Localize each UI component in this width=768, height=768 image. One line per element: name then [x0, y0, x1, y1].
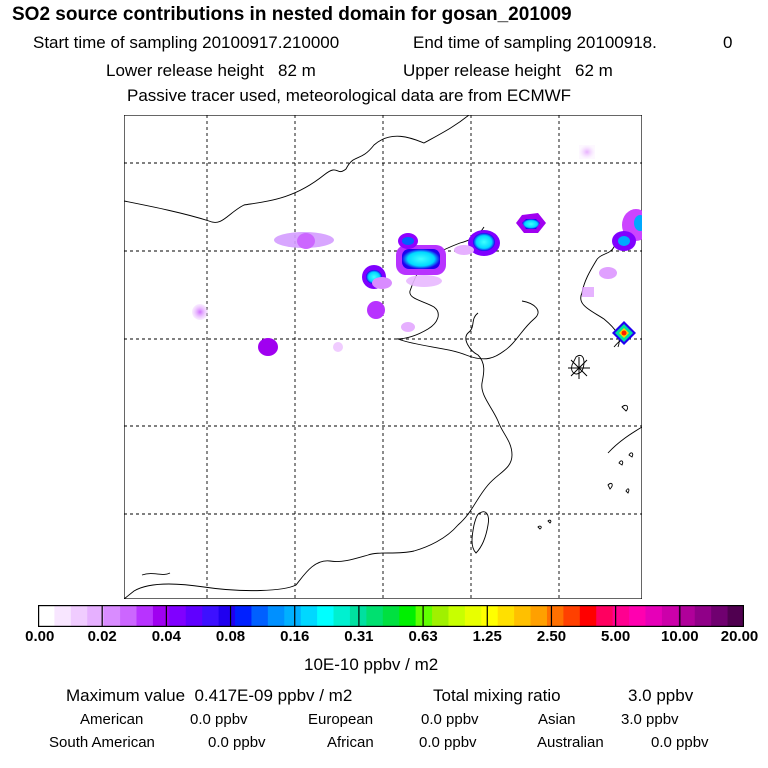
colorbar-tick-label: 0.00 — [25, 628, 55, 645]
total-mixing-value: 3.0 ppbv — [628, 686, 694, 705]
region-value-south-american: 0.0 ppbv — [208, 734, 266, 751]
region-name-african: African — [327, 734, 374, 751]
region-name-american: American — [80, 711, 144, 728]
colorbar-tick-label: 10.00 — [661, 628, 699, 645]
grid-lines — [124, 115, 642, 599]
colorbar-cell — [448, 605, 466, 627]
colorbar-cell — [415, 605, 433, 627]
colorbar-cell — [169, 605, 187, 627]
colorbar-cell — [497, 605, 515, 627]
colorbar-tick-label: 0.16 — [280, 628, 310, 645]
plume-henan — [258, 338, 278, 356]
region-name-asian: Asian — [538, 711, 576, 728]
colorbar-unit-label: 10E-10 ppbv / m2 — [304, 655, 439, 674]
total-mixing-label: Total mixing ratio — [433, 686, 561, 705]
start-time-label: Start time of sampling 20100917.210000 — [33, 33, 340, 52]
region-value-american: 0.0 ppbv — [190, 711, 248, 728]
colorbar-cell — [333, 605, 351, 627]
region-value-australian: 0.0 ppbv — [651, 734, 709, 751]
colorbar-cell — [727, 605, 744, 627]
colorbar-cell — [464, 605, 482, 627]
colorbar-tick-label: 0.63 — [408, 628, 438, 645]
colorbar-cell — [382, 605, 400, 627]
colorbar-cell — [235, 605, 253, 627]
colorbar — [38, 605, 744, 627]
colorbar-cell — [38, 605, 56, 627]
chart-title: SO2 source contributions in nested domai… — [12, 4, 572, 25]
colorbar-tick-label: 20.00 — [720, 628, 759, 645]
colorbar-cell — [678, 605, 696, 627]
region-value-african: 0.0 ppbv — [419, 734, 477, 751]
plume-hebei — [367, 301, 385, 319]
colorbar-cell — [251, 605, 269, 627]
colorbar-cell — [645, 605, 663, 627]
region-name-european: European — [308, 711, 374, 728]
colorbar-cell — [284, 605, 302, 627]
colorbar-tick-label: 1.25 — [472, 628, 502, 645]
colorbar-cell — [579, 605, 597, 627]
colorbar-cell — [267, 605, 285, 627]
colorbar-cell — [218, 605, 236, 627]
colorbar-cell — [300, 605, 318, 627]
region-name-australian: Australian — [537, 734, 604, 751]
colorbar-cell — [530, 605, 548, 627]
map-plot — [124, 115, 642, 599]
colorbar-cell — [152, 605, 170, 627]
colorbar-cell — [54, 605, 72, 627]
colorbar-tick-label: 0.04 — [151, 628, 181, 645]
colorbar-cell — [87, 605, 105, 627]
end-time-suffix: 0 — [723, 33, 733, 52]
upper-release-label: Upper release height 62 m — [403, 61, 613, 80]
colorbar-cell — [120, 605, 138, 627]
colorbar-tick-label: 0.02 — [87, 628, 117, 645]
colorbar-cell — [70, 605, 88, 627]
colorbar-tick-label: 2.50 — [536, 628, 567, 645]
colorbar-cell — [317, 605, 335, 627]
colorbar-cell — [629, 605, 647, 627]
colorbar-cell — [596, 605, 614, 627]
colorbar-cell — [694, 605, 712, 627]
coastlines — [124, 115, 642, 599]
plume-northeast-faint — [579, 145, 595, 159]
colorbar-cell — [546, 605, 564, 627]
colorbar-cell — [103, 605, 121, 627]
colorbar-tick-label: 0.31 — [344, 628, 374, 645]
colorbar-cell — [661, 605, 679, 627]
colorbar-cell — [185, 605, 203, 627]
region-name-south-american: South American — [49, 734, 155, 751]
lower-release-label: Lower release height 82 m — [106, 61, 316, 80]
colorbar-tick-label: 0.08 — [215, 628, 246, 645]
colorbar-cell — [202, 605, 220, 627]
region-value-asian: 3.0 ppbv — [621, 711, 679, 728]
colorbar-cell — [563, 605, 581, 627]
end-time-label: End time of sampling 20100918. — [413, 33, 657, 52]
colorbar-cell — [711, 605, 729, 627]
colorbar-cell — [514, 605, 532, 627]
max-value-label: Maximum value 0.417E-09 ppbv / m2 — [66, 686, 353, 705]
tracer-label: Passive tracer used, meteorological data… — [127, 86, 572, 105]
colorbar-cell — [612, 605, 630, 627]
colorbar-cell — [432, 605, 450, 627]
plume-contours — [192, 145, 642, 356]
colorbar-cell — [136, 605, 154, 627]
region-value-european: 0.0 ppbv — [421, 711, 479, 728]
colorbar-cell — [399, 605, 417, 627]
colorbar-tick-labels: 0.00 0.02 0.04 0.08 0.16 0.31 0.63 1.25 2.50 5.00… — [0, 628, 768, 650]
colorbar-tick-label: 5.00 — [601, 628, 631, 645]
colorbar-cell — [366, 605, 384, 627]
receptor-marker — [568, 357, 590, 379]
plume-shanxi — [192, 304, 208, 320]
colorbar-cell — [481, 605, 499, 627]
plume-beijing-west — [297, 233, 315, 249]
